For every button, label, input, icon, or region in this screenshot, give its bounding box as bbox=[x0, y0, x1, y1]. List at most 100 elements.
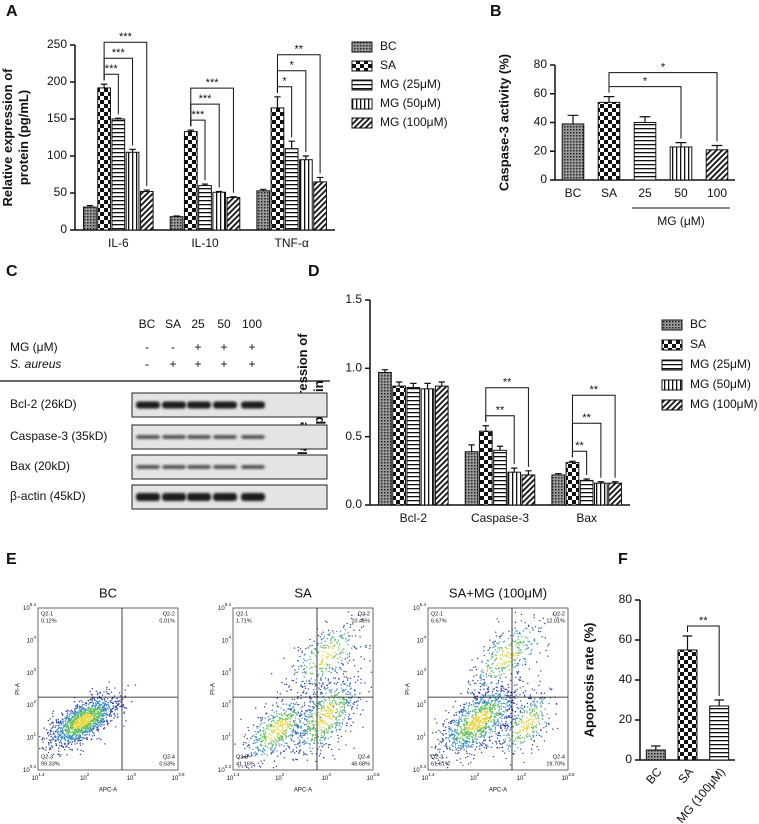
event-dot bbox=[88, 717, 91, 719]
event-dot bbox=[349, 730, 352, 733]
event-dot bbox=[465, 745, 468, 747]
tick-base: 10 bbox=[417, 670, 424, 676]
event-dot bbox=[272, 729, 274, 731]
event-dot bbox=[451, 749, 454, 751]
event-dot bbox=[257, 762, 260, 764]
blot-band bbox=[162, 435, 186, 439]
event-dot bbox=[300, 736, 303, 739]
event-dot bbox=[103, 710, 105, 712]
event-dot bbox=[497, 621, 500, 623]
event-dot bbox=[445, 756, 448, 759]
event-dot bbox=[520, 635, 523, 638]
event-dot bbox=[351, 614, 353, 616]
event-dot bbox=[522, 729, 525, 732]
event-dot bbox=[508, 725, 510, 728]
event-dot bbox=[475, 674, 478, 676]
x-tick-label: IL-6 bbox=[108, 236, 129, 250]
event-dot bbox=[273, 760, 276, 762]
event-dot bbox=[523, 725, 526, 728]
event-dot bbox=[267, 725, 270, 728]
event-dot bbox=[84, 712, 86, 714]
event-dot bbox=[312, 652, 315, 655]
event-dot bbox=[530, 714, 532, 717]
significance-bracket bbox=[190, 87, 234, 193]
event-dot bbox=[284, 712, 286, 714]
event-dot bbox=[112, 705, 115, 707]
event-dot bbox=[312, 706, 315, 708]
event-dot bbox=[500, 663, 503, 665]
event-dot bbox=[498, 706, 500, 708]
event-dot bbox=[318, 721, 321, 723]
event-dot bbox=[82, 707, 85, 709]
event-dot bbox=[262, 733, 265, 735]
event-dot bbox=[323, 730, 325, 733]
event-dot bbox=[47, 742, 50, 744]
event-dot bbox=[368, 647, 371, 649]
event-dot bbox=[488, 648, 491, 650]
event-dot bbox=[343, 706, 346, 709]
event-dot bbox=[305, 692, 307, 695]
event-dot bbox=[312, 747, 314, 750]
event-dot bbox=[463, 706, 465, 708]
event-dot bbox=[498, 713, 500, 715]
event-dot bbox=[475, 736, 477, 738]
event-dot bbox=[550, 689, 552, 691]
event-dot bbox=[277, 737, 280, 740]
event-dot bbox=[341, 711, 343, 713]
event-dot bbox=[490, 675, 493, 677]
event-dot bbox=[82, 725, 84, 727]
event-dot bbox=[114, 708, 116, 711]
event-dot bbox=[310, 650, 313, 652]
event-dot bbox=[102, 702, 105, 705]
event-dot bbox=[476, 698, 479, 700]
event-dot bbox=[517, 747, 519, 749]
event-dot bbox=[79, 730, 81, 732]
event-dot bbox=[468, 738, 471, 740]
event-dot bbox=[467, 708, 469, 710]
event-dot bbox=[288, 747, 291, 749]
flow-tick-label: 105.4 bbox=[218, 602, 231, 611]
bar bbox=[284, 148, 299, 231]
event-dot bbox=[45, 749, 47, 751]
event-dot bbox=[466, 741, 468, 743]
event-dot bbox=[360, 626, 363, 629]
event-dot bbox=[528, 641, 531, 643]
event-dot bbox=[318, 755, 321, 757]
event-dot bbox=[491, 735, 493, 737]
event-dot bbox=[485, 747, 488, 750]
event-dot bbox=[71, 749, 73, 752]
event-dot bbox=[515, 654, 517, 656]
tick-base: 10 bbox=[127, 776, 134, 782]
event-dot bbox=[527, 637, 529, 639]
quadrant-percent: 6.67% bbox=[431, 618, 447, 624]
event-dot bbox=[515, 664, 518, 667]
event-dot bbox=[347, 718, 350, 721]
event-dot bbox=[349, 684, 351, 686]
event-dot bbox=[555, 713, 557, 715]
quadrant-percent: 12.01% bbox=[546, 618, 565, 624]
event-dot bbox=[510, 716, 512, 719]
event-dot bbox=[446, 766, 449, 769]
event-dot bbox=[486, 701, 488, 704]
event-dot bbox=[265, 713, 267, 715]
event-dot bbox=[476, 738, 478, 741]
event-dot bbox=[303, 714, 306, 716]
event-dot bbox=[111, 710, 114, 713]
flow-y-label: PI-A bbox=[211, 683, 217, 695]
event-dot bbox=[467, 733, 469, 736]
event-dot bbox=[98, 737, 100, 739]
event-dot bbox=[41, 738, 44, 740]
event-dot bbox=[472, 716, 474, 719]
event-dot bbox=[483, 734, 485, 736]
event-dot bbox=[283, 745, 285, 747]
event-dot bbox=[490, 697, 492, 699]
event-dot bbox=[297, 743, 299, 745]
event-dot bbox=[96, 729, 98, 731]
event-dot bbox=[319, 645, 322, 647]
event-dot bbox=[463, 728, 465, 731]
event-dot bbox=[321, 737, 323, 739]
event-dot bbox=[100, 714, 102, 716]
event-dot bbox=[335, 722, 337, 724]
x-tick-label: TNF-α bbox=[275, 236, 309, 250]
event-dot bbox=[319, 752, 322, 755]
